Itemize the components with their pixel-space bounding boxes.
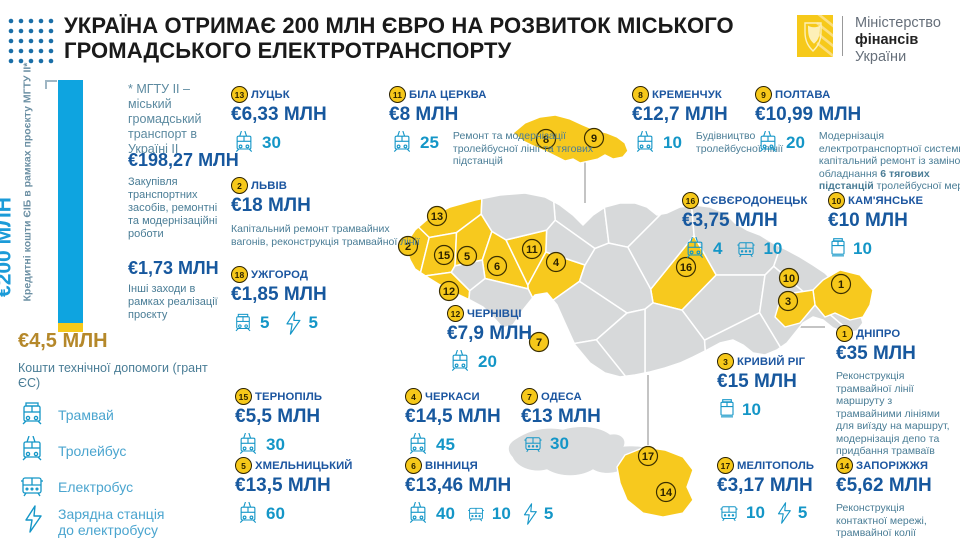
svg-text:1: 1 [838,279,844,291]
svg-text:4: 4 [553,257,560,269]
svg-text:17: 17 [642,451,654,463]
svg-text:16: 16 [680,262,692,274]
svg-text:14: 14 [660,487,673,499]
svg-text:10: 10 [783,273,795,285]
svg-text:13: 13 [431,211,443,223]
svg-text:15: 15 [438,250,450,262]
svg-text:6: 6 [494,261,500,273]
svg-text:7: 7 [536,337,542,349]
svg-text:5: 5 [464,251,470,263]
svg-text:11: 11 [526,244,538,256]
svg-text:12: 12 [443,286,455,298]
svg-text:3: 3 [785,296,791,308]
